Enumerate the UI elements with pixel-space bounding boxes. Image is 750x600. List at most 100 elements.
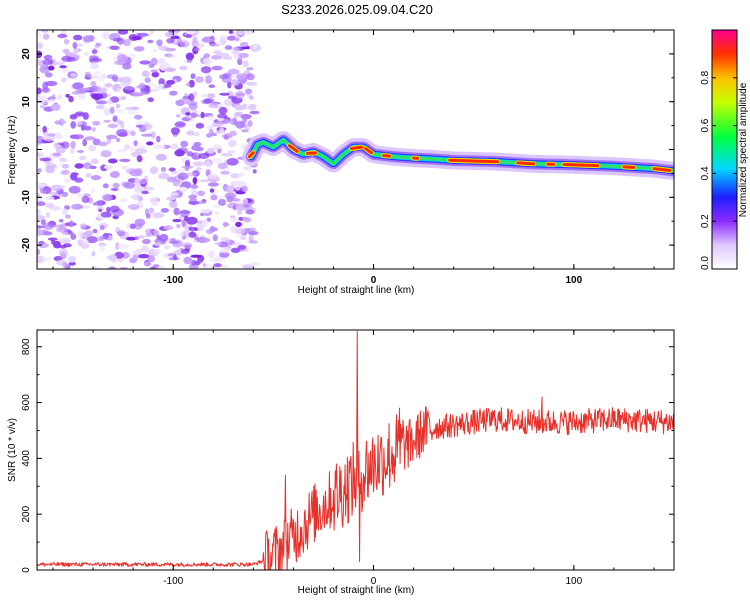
noise-blob [191, 144, 201, 151]
noise-blob [53, 142, 60, 148]
noise-blob [64, 178, 72, 183]
noise-blob [69, 114, 78, 120]
noise-blob [148, 83, 156, 87]
noise-blob [100, 211, 112, 218]
noise-blob [204, 98, 211, 104]
noise-blob [58, 248, 68, 257]
noise-blob [189, 184, 199, 189]
noise-blob [168, 240, 180, 244]
noise-blob [80, 223, 87, 229]
noise-blob [60, 141, 70, 149]
noise-blob [79, 155, 87, 161]
noise-blob [141, 133, 153, 137]
noise-blob [142, 123, 153, 130]
noise-blob [133, 114, 143, 120]
noise-blob [85, 230, 93, 237]
noise-blob [242, 204, 250, 208]
noise-blob [42, 135, 55, 142]
noise-blob [234, 186, 241, 191]
noise-blob [205, 160, 212, 169]
y-tick-label: 10 [21, 96, 32, 108]
noise-blob [185, 112, 191, 116]
noise-blob [220, 170, 231, 175]
noise-blob [249, 110, 260, 115]
noise-blob [245, 73, 255, 81]
noise-blob [76, 150, 85, 153]
noise-blob [208, 102, 221, 109]
noise-blob [40, 257, 52, 261]
noise-blob [45, 163, 56, 169]
noise-blob [67, 230, 73, 235]
noise-blob [179, 65, 188, 70]
noise-blob [109, 254, 117, 262]
noise-blob [211, 65, 223, 71]
noise-blob [61, 163, 70, 169]
y-tick-label: 800 [21, 338, 32, 355]
noise-blob [206, 147, 215, 154]
noise-blob [152, 229, 160, 237]
noise-blob [244, 126, 251, 130]
noise-blob [55, 227, 68, 233]
noise-blob [72, 41, 78, 49]
noise-blob [123, 39, 131, 47]
noise-blob [174, 149, 185, 157]
noise-blob [62, 261, 68, 269]
noise-blob [100, 33, 109, 39]
noise-blob [68, 261, 76, 266]
noise-blob [90, 57, 103, 63]
noise-blob [166, 54, 176, 58]
noise-blob [247, 120, 253, 127]
noise-blob [117, 230, 126, 237]
chart-title: S233.2026.025.09.04.C20 [281, 2, 433, 17]
noise-blob [240, 113, 252, 120]
noise-blob [42, 223, 54, 230]
noise-blob [125, 236, 136, 241]
noise-blob [52, 240, 62, 249]
noise-blob [55, 184, 66, 189]
noise-blob [39, 187, 47, 194]
noise-blob [65, 93, 70, 98]
noise-blob [70, 73, 77, 78]
noise-blob [185, 33, 192, 39]
noise-blob [235, 191, 246, 195]
noise-blob [96, 77, 105, 82]
noise-blob [74, 163, 84, 169]
noise-blob [77, 239, 85, 247]
noise-blob [124, 144, 129, 150]
noise-blob [95, 105, 105, 110]
noise-blob [237, 244, 247, 250]
noise-blob [168, 167, 176, 172]
noise-blob [212, 234, 218, 242]
noise-blob [112, 182, 120, 189]
noise-blob [37, 201, 46, 207]
noise-blob [196, 42, 206, 48]
noise-blob [182, 242, 193, 249]
noise-blob [61, 77, 67, 83]
colorbar-gradient [711, 29, 738, 270]
noise-blob [218, 74, 230, 80]
noise-blob [83, 162, 92, 170]
noise-blob [150, 131, 156, 139]
noise-blob [117, 119, 122, 125]
noise-blob [193, 47, 200, 52]
noise-blob [193, 90, 198, 97]
noise-blob [86, 236, 98, 244]
noise-blob [238, 172, 245, 177]
noise-blob [217, 148, 222, 154]
noise-blob [172, 218, 182, 223]
noise-blob [139, 60, 151, 65]
noise-blob [148, 63, 155, 68]
noise-blob [149, 166, 159, 175]
noise-blob [132, 35, 142, 41]
noise-blob [227, 150, 236, 154]
snr-ticks: -100 0 100 0 200 400 600 800 [21, 330, 674, 587]
noise-blob [75, 88, 87, 94]
noise-blob [239, 41, 249, 48]
noise-blob [119, 158, 131, 163]
noise-blob [81, 195, 90, 204]
noise-blob [142, 238, 151, 245]
noise-blob [217, 162, 228, 170]
noise-blob [104, 165, 113, 170]
noise-blob [190, 73, 196, 79]
noise-blob [99, 244, 105, 252]
